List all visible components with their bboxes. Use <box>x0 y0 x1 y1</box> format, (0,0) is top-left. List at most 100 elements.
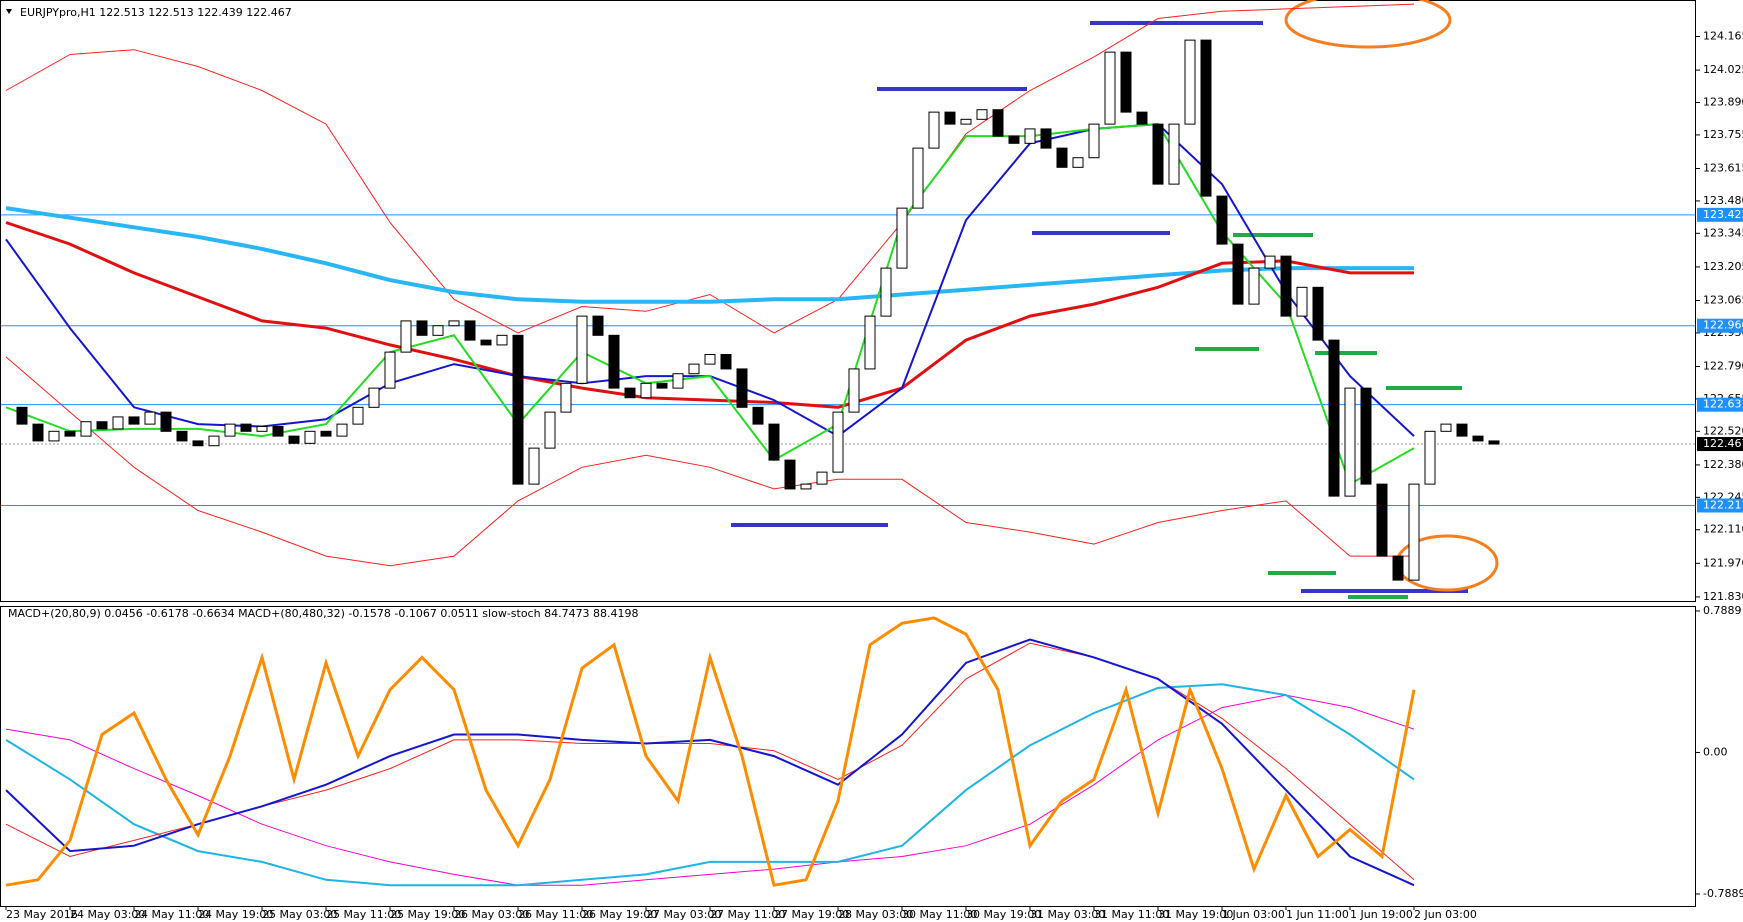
candle <box>1072 157 1084 168</box>
candle <box>800 483 812 490</box>
candle <box>576 315 588 384</box>
candle <box>544 411 556 449</box>
candle <box>1120 51 1132 113</box>
price-tick-label: 0.7889 <box>1703 604 1742 617</box>
candle <box>432 325 444 336</box>
candle <box>320 430 332 437</box>
menu-arrow[interactable] <box>6 9 12 14</box>
level-tag <box>1697 397 1743 412</box>
indicator-line <box>5 638 1415 887</box>
symbol-info: EURJPYpro,H1 122.513 122.513 122.439 122… <box>20 6 292 19</box>
time-label: 24 May 11:00 <box>134 908 209 921</box>
time-label: 30 May 11:00 <box>902 908 977 921</box>
price-tick-label: 121.970 <box>1703 556 1743 569</box>
price-tick-label: 122.790 <box>1703 360 1743 373</box>
candle <box>384 351 396 389</box>
candle <box>512 334 524 485</box>
candle <box>752 406 764 425</box>
candle <box>80 421 92 437</box>
indicator-info: MACD+(20,80,9) 0.0456 -0.6178 -0.6634 MA… <box>8 607 639 620</box>
candle <box>1360 387 1372 485</box>
time-label: 2 Jun 03:00 <box>1414 908 1477 921</box>
candle <box>736 368 748 408</box>
candle <box>1312 286 1324 341</box>
candle <box>1408 483 1420 581</box>
candle <box>1456 423 1468 437</box>
price-tick-label: 0.00 <box>1703 745 1728 758</box>
candle <box>272 426 284 437</box>
candle <box>960 118 972 125</box>
price-tick-label: 123.755 <box>1703 128 1743 141</box>
candle <box>128 416 140 425</box>
price-tick-label: 121.830 <box>1703 590 1743 603</box>
price-tick-label: 122.380 <box>1703 458 1743 471</box>
candle <box>560 382 572 413</box>
price-tick-label: 122.110 <box>1703 523 1743 536</box>
time-label: 27 May 11:00 <box>710 908 785 921</box>
time-label: 24 May 19:00 <box>198 908 273 921</box>
candle <box>1184 39 1196 125</box>
price-tick-label: 123.205 <box>1703 260 1743 273</box>
candle <box>240 423 252 432</box>
indicator-plot <box>5 616 1416 887</box>
candle <box>1024 128 1036 144</box>
candle <box>448 320 460 327</box>
candle <box>288 435 300 444</box>
price-tick-label: 124.165 <box>1703 30 1743 43</box>
candle <box>256 426 268 432</box>
candle <box>1216 195 1228 245</box>
time-label: 23 May 2016 <box>6 908 78 921</box>
candle <box>1200 39 1212 197</box>
candle <box>464 320 476 341</box>
candle <box>720 354 732 370</box>
candle <box>416 320 428 336</box>
candle <box>112 416 124 430</box>
candle <box>1232 243 1244 305</box>
candle <box>96 421 108 430</box>
current-price-tag <box>1697 437 1743 452</box>
price-tick-label: -0.7889 <box>1703 887 1743 900</box>
candle <box>1168 123 1180 185</box>
candle <box>160 411 172 432</box>
candle <box>768 423 780 461</box>
level-tag <box>1697 318 1743 333</box>
candle <box>816 471 828 485</box>
candle <box>1264 255 1276 269</box>
candle <box>176 430 188 442</box>
candle <box>1040 128 1052 149</box>
candle <box>848 368 860 413</box>
indicator-line <box>5 683 1415 887</box>
price-plot <box>1 3 1695 581</box>
time-label: 26 May 19:00 <box>582 908 657 921</box>
level-label: 123.422 <box>1703 208 1743 221</box>
candle <box>672 373 684 389</box>
candle <box>880 267 892 317</box>
candle <box>1440 423 1452 432</box>
candle <box>48 430 60 442</box>
candle <box>608 334 620 389</box>
indicator-line <box>5 221 1414 409</box>
candle <box>1296 286 1308 317</box>
candle <box>1488 440 1500 445</box>
time-label: 31 May 11:00 <box>1094 908 1169 921</box>
price-tick-label: 123.615 <box>1703 162 1743 175</box>
candle <box>368 387 380 408</box>
price-tick-label: 123.480 <box>1703 194 1743 207</box>
candle <box>1280 255 1292 317</box>
candle <box>1136 111 1148 125</box>
candle <box>1424 430 1436 485</box>
candle <box>656 382 668 389</box>
candle <box>144 411 156 425</box>
candle <box>1376 483 1388 557</box>
time-label: 25 May 11:00 <box>326 908 401 921</box>
candle <box>224 423 236 437</box>
candle <box>944 111 956 125</box>
level-label: 122.631 <box>1703 398 1743 411</box>
price-tick-label: 124.025 <box>1703 63 1743 76</box>
candle <box>592 315 604 336</box>
candle <box>64 430 76 437</box>
time-label: 26 May 03:00 <box>454 908 529 921</box>
time-label: 31 May 03:00 <box>1030 908 1105 921</box>
candle <box>912 147 924 209</box>
